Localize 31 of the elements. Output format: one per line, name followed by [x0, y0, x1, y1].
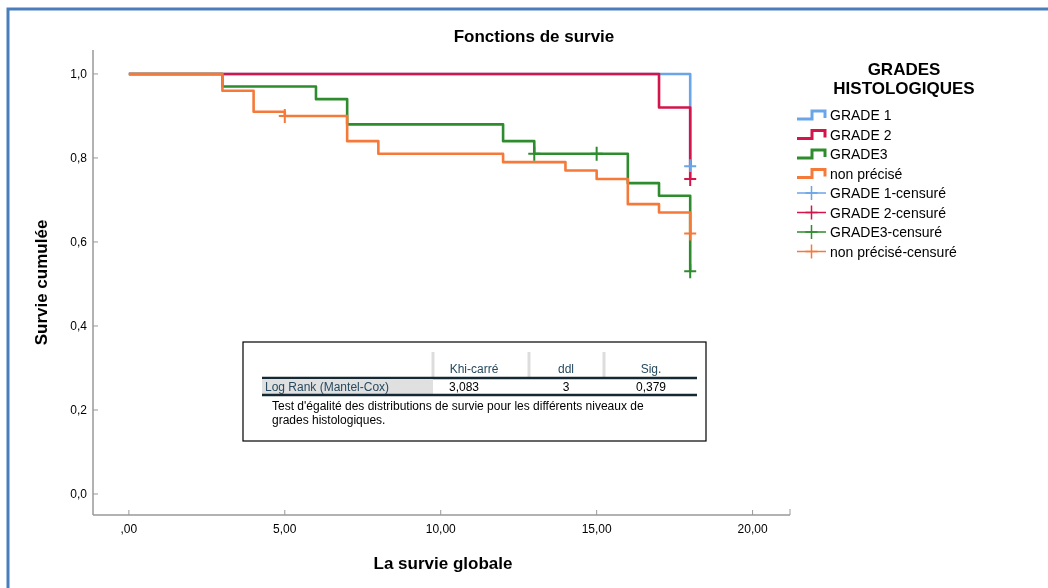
legend-label: non précisé-censuré: [830, 243, 958, 260]
legend-label: non précisé: [830, 165, 903, 182]
legend-title: GRADES HISTOLOGIQUES: [833, 60, 975, 98]
annotation: 3,083: [448, 380, 480, 394]
legend-label: GRADE3: [830, 146, 888, 162]
legend-label: GRADE 1: [830, 107, 892, 123]
x-tick-label: 15,00: [581, 522, 612, 536]
annotation: Sig.: [640, 362, 662, 376]
chart-title: Fonctions de survie: [453, 27, 615, 46]
y-tick-label: 1,0: [70, 66, 88, 81]
y-tick-label: 0,4: [70, 318, 88, 333]
legend-label: GRADE 2-censuré: [830, 204, 947, 221]
legend-label: GRADE 1-censuré: [830, 185, 947, 201]
y-tick-label: 0,6: [70, 234, 88, 249]
x-tick-label: 5,00: [273, 522, 297, 536]
y-tick-label: 0,0: [70, 487, 88, 501]
annotation: Test d'égalité des distributions de survie pour les différents niveaux de grades histologiques.: [272, 399, 644, 427]
x-tick-label: 10,00: [425, 522, 457, 536]
legend-label: GRADE 2: [830, 126, 892, 143]
annotation: ddl: [557, 362, 575, 376]
y-tick-label: 0,8: [70, 150, 88, 165]
x-axis-title: La survie globale: [373, 554, 513, 573]
y-axis-title: Survie cumulée: [32, 219, 51, 346]
y-tick-label: 0,2: [70, 402, 88, 417]
annotation: 0,379: [635, 380, 667, 394]
annotation: Khi-carré: [449, 362, 499, 376]
annotation: 3: [562, 380, 570, 394]
x-tick-label: 20,00: [737, 522, 768, 536]
annotation: Log Rank (Mantel-Cox): [265, 380, 390, 394]
legend-label: GRADE3-censuré: [830, 224, 943, 240]
x-tick-label: ,00: [120, 522, 138, 536]
